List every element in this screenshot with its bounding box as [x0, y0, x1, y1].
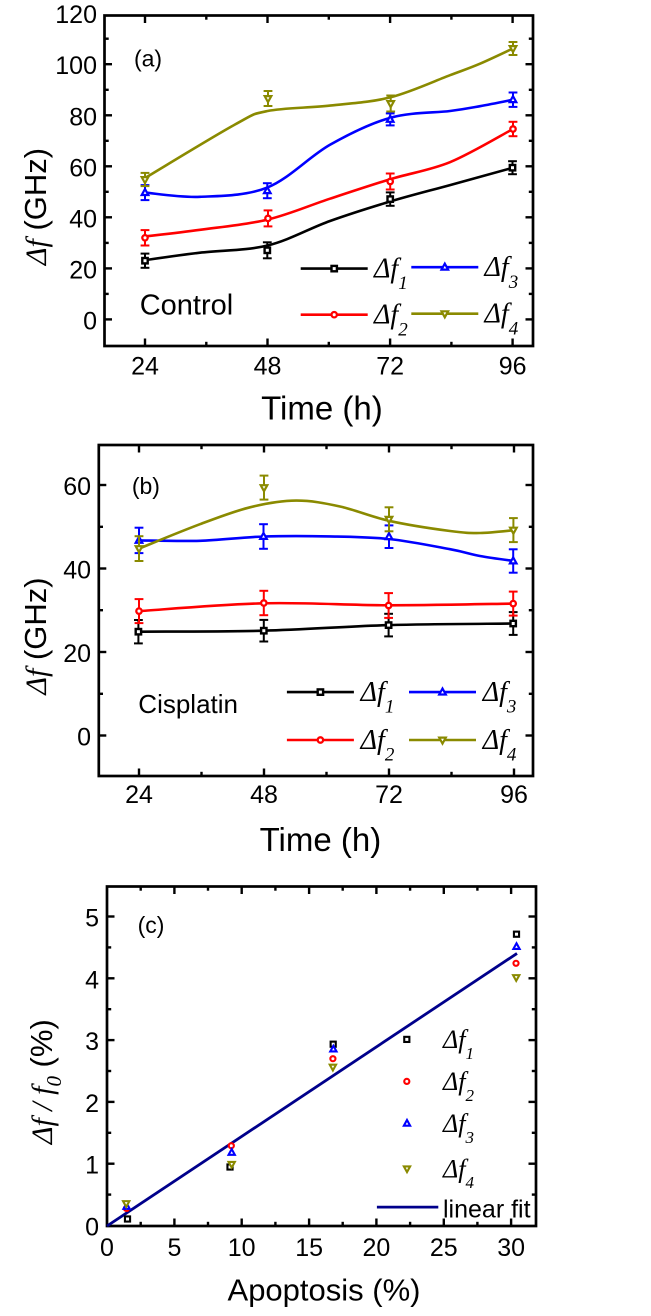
- svg-text:20: 20: [362, 1234, 390, 1262]
- svg-text:3: 3: [85, 1028, 99, 1056]
- svg-text:60: 60: [69, 154, 97, 182]
- svg-text:24: 24: [125, 781, 153, 809]
- svg-text:0: 0: [83, 307, 97, 335]
- svg-text:Δf (GHz): Δf (GHz): [18, 577, 53, 695]
- svg-text:Time (h): Time (h): [260, 821, 382, 858]
- svg-text:25: 25: [430, 1234, 458, 1262]
- svg-text:96: 96: [499, 353, 527, 381]
- svg-text:2: 2: [85, 1090, 99, 1118]
- svg-text:40: 40: [69, 205, 97, 233]
- svg-text:(c): (c): [138, 912, 165, 938]
- svg-text:60: 60: [63, 473, 91, 501]
- svg-text:Control: Control: [140, 289, 234, 321]
- svg-text:80: 80: [69, 103, 97, 131]
- svg-text:Time (h): Time (h): [261, 390, 383, 427]
- svg-text:0: 0: [77, 724, 91, 752]
- svg-text:20: 20: [63, 640, 91, 668]
- svg-text:Apoptosis (%): Apoptosis (%): [228, 1273, 421, 1308]
- svg-text:1: 1: [85, 1152, 99, 1180]
- svg-text:30: 30: [497, 1234, 525, 1262]
- svg-text:96: 96: [500, 781, 528, 809]
- svg-text:linear fit: linear fit: [443, 1195, 531, 1223]
- svg-text:72: 72: [375, 781, 403, 809]
- svg-text:20: 20: [69, 256, 97, 284]
- svg-text:Δf / f0 (%): Δf / f0 (%): [24, 1019, 66, 1145]
- svg-text:(a): (a): [134, 46, 162, 72]
- svg-text:5: 5: [85, 905, 99, 933]
- svg-text:4: 4: [85, 966, 99, 994]
- svg-text:100: 100: [55, 52, 97, 80]
- svg-text:24: 24: [131, 353, 159, 381]
- svg-text:0: 0: [100, 1234, 114, 1262]
- svg-text:Cisplatin: Cisplatin: [138, 689, 238, 719]
- svg-text:48: 48: [250, 781, 278, 809]
- svg-text:10: 10: [228, 1234, 256, 1262]
- svg-text:72: 72: [376, 353, 404, 381]
- svg-text:5: 5: [167, 1234, 181, 1262]
- svg-text:40: 40: [63, 557, 91, 585]
- svg-text:Δf (GHz): Δf (GHz): [18, 148, 53, 266]
- svg-text:120: 120: [55, 1, 97, 29]
- svg-text:0: 0: [85, 1214, 99, 1242]
- svg-text:15: 15: [295, 1234, 323, 1262]
- svg-text:(b): (b): [132, 473, 160, 499]
- svg-text:48: 48: [254, 353, 282, 381]
